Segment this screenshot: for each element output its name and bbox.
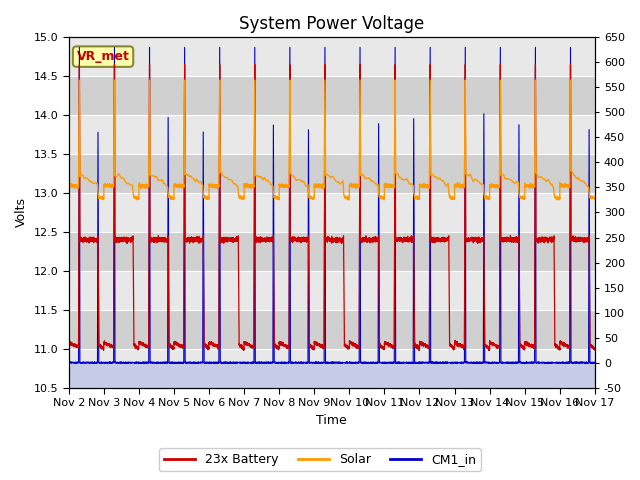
Bar	[68, 76, 595, 115]
Bar	[68, 271, 595, 310]
X-axis label: Time: Time	[316, 414, 347, 427]
Legend: 23x Battery, Solar, CM1_in: 23x Battery, Solar, CM1_in	[159, 448, 481, 471]
Bar	[68, 310, 595, 348]
Bar	[68, 232, 595, 271]
Bar	[68, 37, 595, 76]
Bar	[68, 348, 595, 388]
Bar	[68, 115, 595, 154]
Text: VR_met: VR_met	[77, 50, 129, 63]
Y-axis label: Volts: Volts	[15, 197, 28, 228]
Bar	[68, 193, 595, 232]
Title: System Power Voltage: System Power Voltage	[239, 15, 424, 33]
Bar	[68, 154, 595, 193]
